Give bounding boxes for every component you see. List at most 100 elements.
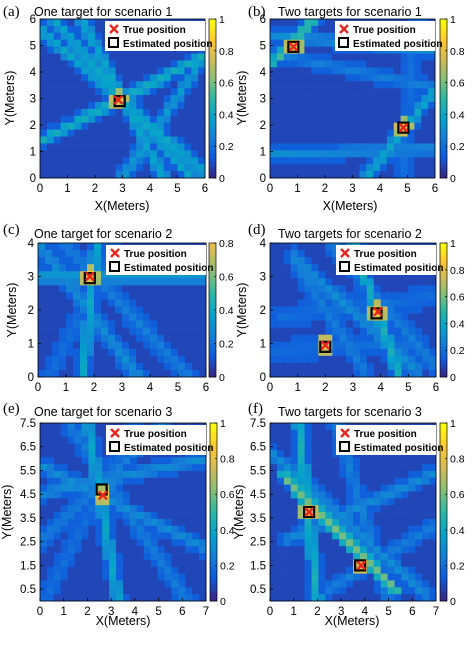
- heatmap-cell: [46, 546, 55, 554]
- true-position-marker: [84, 271, 95, 282]
- heatmap-cell: [290, 299, 299, 307]
- heatmap-cell: [66, 250, 74, 258]
- heatmap-cell: [428, 129, 436, 137]
- heatmap-cell: [67, 67, 75, 75]
- heatmap-cell: [387, 285, 395, 293]
- heatmap-cell: [74, 546, 82, 554]
- heatmap-cell: [276, 157, 285, 165]
- heatmap-cell: [122, 108, 130, 117]
- heatmap-cell: [407, 164, 415, 172]
- heatmap-cell: [115, 115, 123, 124]
- heatmap-cell: [290, 539, 299, 547]
- heatmap-cell: [297, 53, 305, 61]
- heatmap-cell: [415, 525, 423, 533]
- heatmap-cell: [150, 505, 158, 513]
- heatmap-cell: [380, 525, 388, 533]
- heatmap-cell: [178, 546, 186, 554]
- heatmap-cell: [198, 171, 206, 179]
- heatmap-cell: [297, 95, 305, 103]
- heatmap-cell: [74, 164, 82, 172]
- heatmap-cell: [414, 115, 422, 124]
- heatmap-cell: [422, 369, 430, 378]
- colorbar-segment: [210, 560, 217, 566]
- heatmap-cell: [297, 498, 305, 506]
- heatmap-cell: [177, 95, 185, 103]
- heatmap-cell: [59, 334, 67, 343]
- heatmap-cell: [129, 484, 138, 492]
- heatmap-cell: [353, 362, 361, 371]
- heatmap-cell: [270, 559, 278, 568]
- heatmap-cell: [276, 320, 285, 328]
- colorbar-segment: [210, 427, 217, 433]
- heatmap-cell: [40, 171, 48, 179]
- heatmap-cell: [373, 525, 382, 533]
- heatmap-cell: [325, 553, 333, 561]
- heatmap-cell: [366, 108, 374, 117]
- colorbar-segment: [440, 520, 447, 526]
- heatmap-cell: [143, 457, 152, 465]
- heatmap-cell: [373, 491, 382, 499]
- heatmap-cell: [270, 46, 278, 54]
- heatmap-cell: [304, 484, 312, 492]
- heatmap-cell: [157, 285, 165, 293]
- heatmap-cell: [122, 74, 130, 82]
- heatmap-cell: [185, 327, 193, 336]
- heatmap-cell: [283, 150, 291, 158]
- heatmap-cell: [192, 573, 200, 581]
- heatmap-cell: [185, 355, 193, 364]
- heatmap-cell: [400, 67, 408, 75]
- heatmap-cell: [353, 320, 361, 328]
- heatmap-cell: [380, 171, 388, 179]
- y-axis-label: Y(Meters): [3, 71, 17, 126]
- heatmap-cell: [88, 594, 96, 602]
- heatmap-cell: [380, 150, 388, 158]
- heatmap-cell: [283, 285, 292, 293]
- heatmap-cell: [115, 299, 123, 307]
- heatmap-cell: [387, 306, 395, 314]
- heatmap-cell: [185, 546, 193, 554]
- heatmap-cell: [339, 320, 347, 328]
- heatmap-cell: [95, 115, 103, 124]
- heatmap-cell: [170, 74, 178, 82]
- heatmap-cell: [163, 115, 171, 124]
- heatmap-cell: [67, 566, 75, 574]
- heatmap-cell: [88, 580, 96, 588]
- heatmap-cell: [199, 348, 207, 357]
- heatmap-cell: [332, 587, 340, 595]
- heatmap-cell: [359, 532, 368, 540]
- heatmap-cell: [150, 539, 158, 547]
- colorbar-segment: [440, 498, 447, 504]
- colorbar-segment: [210, 512, 217, 517]
- heatmap-cell: [122, 122, 130, 130]
- heatmap-cell: [276, 25, 285, 34]
- heatmap-cell: [422, 498, 430, 506]
- colorbar-segment: [209, 360, 216, 364]
- heatmap-cell: [366, 136, 374, 144]
- heatmap-cell: [143, 136, 151, 144]
- heatmap-cell: [338, 164, 346, 172]
- heatmap-cell: [297, 243, 305, 251]
- heatmap-cell: [429, 525, 437, 533]
- heatmap-cell: [339, 369, 347, 378]
- heatmap-cell: [74, 115, 82, 124]
- heatmap-cell: [408, 334, 416, 343]
- heatmap-cell: [311, 74, 319, 82]
- heatmap-cell: [95, 539, 103, 547]
- heatmap-cell: [386, 164, 395, 172]
- heatmap-cell: [157, 470, 165, 479]
- heatmap-cell: [276, 39, 285, 47]
- heatmap-cell: [318, 491, 326, 499]
- heatmap-cell: [283, 257, 292, 265]
- heatmap-cell: [177, 101, 185, 110]
- heatmap-cell: [311, 327, 319, 336]
- heatmap-cell: [373, 484, 382, 492]
- heatmap-cell: [74, 122, 82, 130]
- heatmap-cell: [170, 136, 178, 144]
- legend-label-true: True position: [354, 429, 417, 440]
- heatmap-cell: [359, 306, 368, 314]
- heatmap-cell: [108, 299, 116, 307]
- heatmap-cell: [331, 81, 340, 89]
- heatmap-cell: [422, 313, 430, 321]
- heatmap-cell: [136, 157, 144, 165]
- heatmap-cell: [129, 348, 137, 357]
